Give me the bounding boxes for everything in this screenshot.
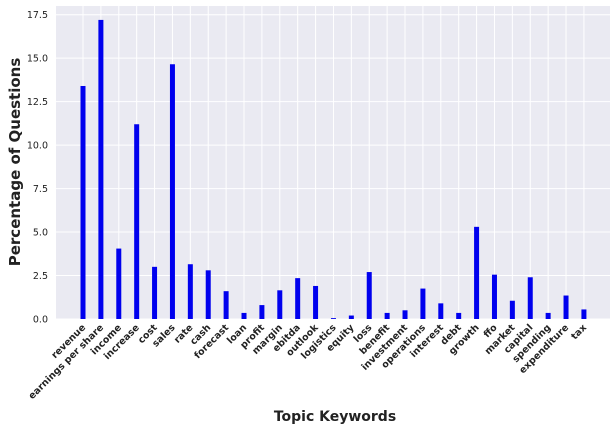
y-tick-label: 7.5 (33, 184, 48, 195)
bar-investment (402, 310, 408, 319)
bar-interest (438, 303, 444, 319)
bar-operations (420, 288, 426, 319)
bar-capital (527, 277, 533, 319)
x-axis-title: Topic Keywords (274, 409, 396, 424)
bar-loss (366, 272, 372, 319)
bar-margin (277, 290, 283, 319)
bar-ebitda (295, 278, 301, 319)
bar-outlook (313, 285, 319, 319)
x-tick-label: tax (569, 322, 589, 342)
bar-forecast (223, 291, 229, 319)
y-tick-label: 0.0 (33, 315, 48, 326)
y-axis-ticks: 0.0 2.5 5.0 7.5 10.0 12.5 15.0 17.5 (27, 10, 48, 325)
bar-market (509, 300, 515, 319)
bar-ffo (491, 274, 497, 319)
bar-rate (187, 264, 193, 319)
y-tick-label: 15.0 (27, 54, 48, 65)
bar-cash (205, 270, 211, 319)
bar-loan (241, 312, 247, 319)
y-tick-label: 12.5 (27, 97, 48, 108)
bar-spending (545, 312, 551, 319)
bar-earnings-per-share (98, 19, 104, 320)
bar-tax (581, 309, 587, 319)
y-tick-label: 17.5 (27, 10, 48, 21)
bars (80, 19, 587, 320)
bar-debt (456, 312, 462, 319)
bar-increase (134, 124, 140, 319)
y-tick-label: 10.0 (27, 141, 48, 152)
bar-sales (169, 64, 175, 319)
bar-growth (474, 226, 480, 319)
bar-equity (348, 315, 354, 319)
y-axis-title: Percentage of Questions (6, 58, 24, 267)
bar-logistics (330, 318, 336, 319)
y-tick-label: 5.0 (33, 228, 48, 239)
bar-revenue (80, 85, 86, 319)
bar-cost (152, 266, 158, 319)
x-tick-label: earnings per share (27, 322, 106, 401)
y-tick-label: 2.5 (33, 271, 48, 282)
bar-profit (259, 305, 265, 319)
bar-benefit (384, 312, 390, 319)
bar-expenditure (563, 295, 569, 319)
bar-income (116, 248, 122, 319)
